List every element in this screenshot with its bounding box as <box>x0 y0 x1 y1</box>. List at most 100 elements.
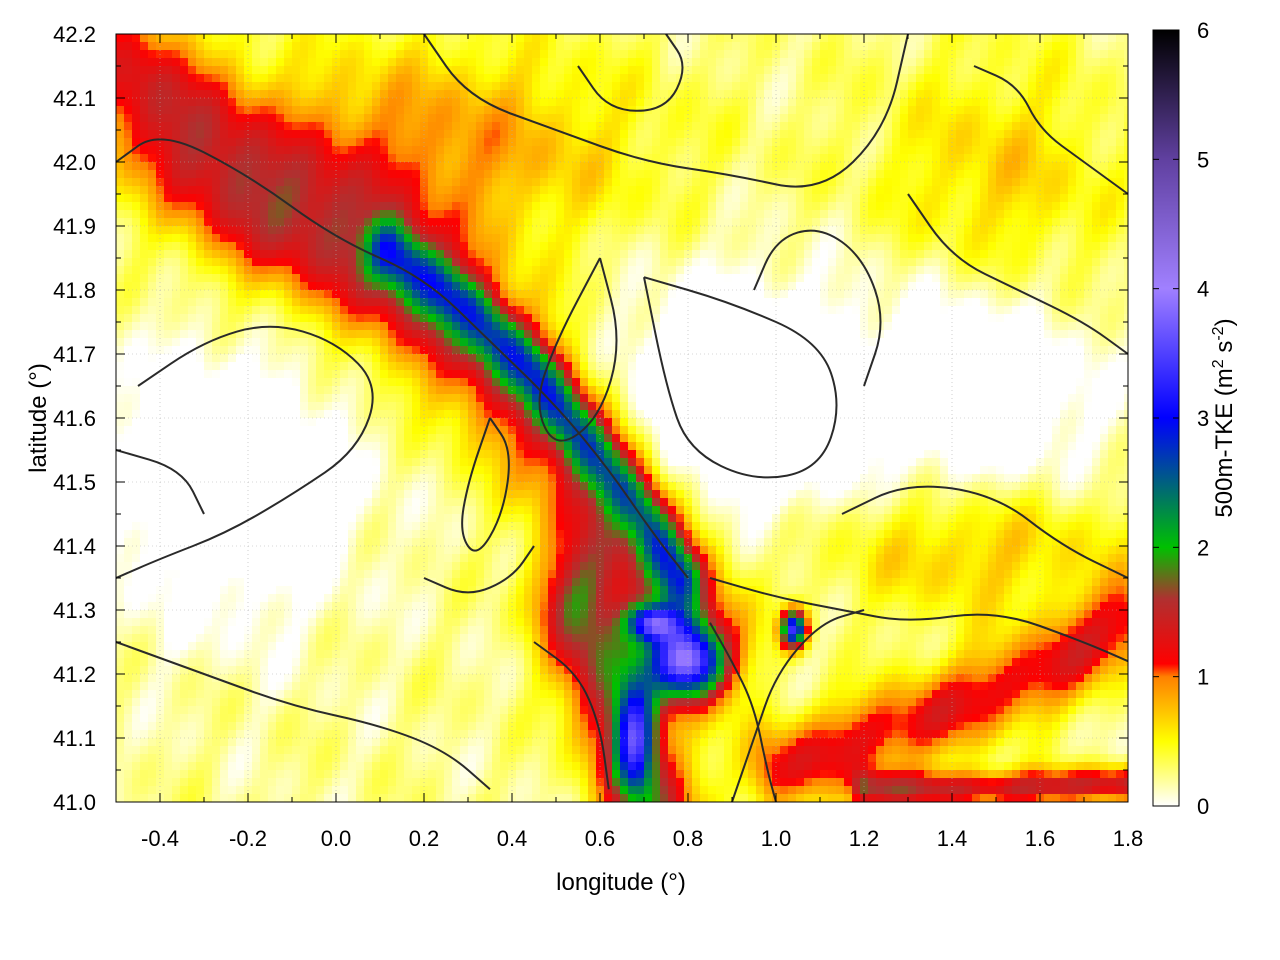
field-cell <box>836 58 845 67</box>
field-cell <box>412 298 421 307</box>
field-cell <box>428 290 437 299</box>
field-cell <box>236 258 245 267</box>
field-cell <box>284 290 293 299</box>
field-cell <box>1052 90 1061 99</box>
field-cell <box>556 242 565 251</box>
field-cell <box>484 58 493 67</box>
field-cell <box>940 194 949 203</box>
field-cell <box>668 322 677 331</box>
field-cell <box>748 170 757 179</box>
field-cell <box>612 74 621 83</box>
field-cell <box>516 130 525 139</box>
field-cell <box>580 50 589 59</box>
field-cell <box>892 122 901 131</box>
field-cell <box>124 330 133 339</box>
field-cell <box>548 162 557 171</box>
field-cell <box>692 162 701 171</box>
field-cell <box>380 202 389 211</box>
field-cell <box>228 226 237 235</box>
field-cell <box>1012 282 1021 291</box>
field-cell <box>972 306 981 315</box>
field-cell <box>796 74 805 83</box>
field-cell <box>164 130 173 139</box>
field-cell <box>228 82 237 91</box>
field-cell <box>492 34 501 43</box>
field-cell <box>924 82 933 91</box>
field-cell <box>516 74 525 83</box>
field-cell <box>228 282 237 291</box>
field-cell <box>764 274 773 283</box>
field-cell <box>276 146 285 155</box>
field-cell <box>732 322 741 331</box>
field-cell <box>116 258 125 267</box>
field-cell <box>852 266 861 275</box>
field-cell <box>300 306 309 315</box>
field-cell <box>828 106 837 115</box>
field-cell <box>500 322 509 331</box>
field-cell <box>268 290 277 299</box>
field-cell <box>900 106 909 115</box>
field-cell <box>404 66 413 75</box>
field-cell <box>236 282 245 291</box>
field-cell <box>428 234 437 243</box>
field-cell <box>1084 258 1093 267</box>
field-cell <box>524 210 533 219</box>
field-cell <box>588 290 597 299</box>
field-cell <box>980 306 989 315</box>
field-cell <box>556 146 565 155</box>
field-cell <box>748 322 757 331</box>
field-cell <box>988 122 997 131</box>
field-cell <box>404 210 413 219</box>
field-cell <box>732 274 741 283</box>
field-cell <box>732 146 741 155</box>
field-cell <box>644 178 653 187</box>
field-cell <box>524 162 533 171</box>
field-cell <box>796 50 805 59</box>
field-cell <box>172 186 181 195</box>
field-cell <box>764 50 773 59</box>
field-cell <box>620 322 629 331</box>
field-cell <box>708 266 717 275</box>
field-cell <box>980 178 989 187</box>
field-cell <box>284 202 293 211</box>
field-cell <box>372 202 381 211</box>
field-cell <box>164 186 173 195</box>
field-cell <box>436 42 445 51</box>
field-cell <box>836 178 845 187</box>
field-cell <box>556 138 565 147</box>
field-cell <box>668 226 677 235</box>
field-cell <box>396 154 405 163</box>
field-cell <box>484 82 493 91</box>
field-cell <box>436 234 445 243</box>
field-cell <box>820 154 829 163</box>
field-cell <box>372 314 381 323</box>
field-cell <box>876 210 885 219</box>
field-cell <box>940 250 949 259</box>
field-cell <box>660 90 669 99</box>
field-cell <box>252 298 261 307</box>
field-cell <box>572 274 581 283</box>
field-cell <box>660 34 669 43</box>
field-cell <box>212 298 221 307</box>
field-cell <box>500 114 509 123</box>
field-cell <box>980 194 989 203</box>
field-cell <box>260 274 269 283</box>
field-cell <box>1100 138 1109 147</box>
field-cell <box>428 162 437 171</box>
field-cell <box>524 226 533 235</box>
field-cell <box>748 66 757 75</box>
field-cell <box>148 322 157 331</box>
field-cell <box>292 34 301 43</box>
field-cell <box>1020 42 1029 51</box>
field-cell <box>660 58 669 67</box>
field-cell <box>788 106 797 115</box>
field-cell <box>780 138 789 147</box>
field-cell <box>476 202 485 211</box>
field-cell <box>972 186 981 195</box>
field-cell <box>372 130 381 139</box>
field-cell <box>372 42 381 51</box>
field-cell <box>476 154 485 163</box>
field-cell <box>756 122 765 131</box>
field-cell <box>716 290 725 299</box>
field-cell <box>252 34 261 43</box>
